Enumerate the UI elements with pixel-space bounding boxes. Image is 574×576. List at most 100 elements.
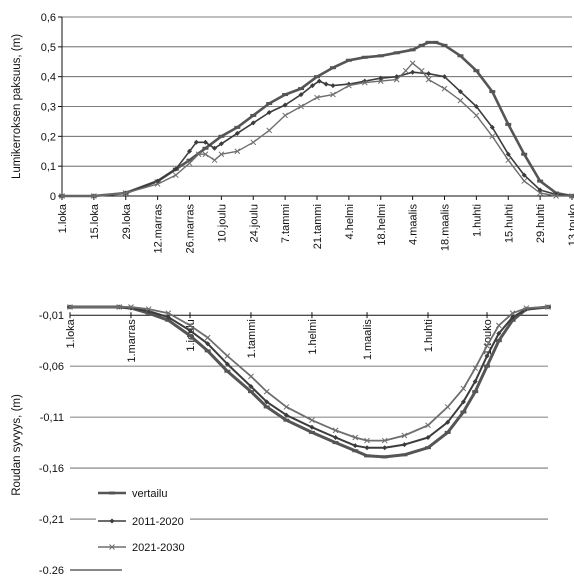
x-tick-label: 24.joulu <box>248 204 260 243</box>
data-point <box>505 151 511 157</box>
legend-marker <box>109 544 115 550</box>
x-tick-label: 29.huhti <box>535 204 547 243</box>
y-tick-label: -0,21 <box>39 514 64 526</box>
y-tick-label: -0,16 <box>39 463 64 475</box>
data-point <box>495 322 502 329</box>
x-tick-label: 15.huhti <box>503 204 515 243</box>
data-point <box>472 378 478 384</box>
data-point <box>122 190 129 196</box>
data-point <box>91 193 97 199</box>
y-axis-label: Roudan syvyys, (m) <box>11 394 23 496</box>
data-point <box>523 305 530 311</box>
data-point <box>457 97 464 104</box>
legend-background <box>96 485 190 501</box>
y-tick-label: 0 <box>50 191 56 203</box>
data-point <box>473 104 479 109</box>
data-point <box>309 83 315 89</box>
data-point <box>484 342 490 349</box>
data-point <box>316 78 322 84</box>
data-point <box>361 79 368 86</box>
data-point <box>521 172 527 178</box>
legend-label: vertailu <box>132 488 167 500</box>
data-point <box>444 404 451 410</box>
data-point <box>505 157 512 164</box>
y-tick-label: 0,3 <box>41 102 56 114</box>
data-point <box>250 139 257 146</box>
x-tick-label: 4.helmi <box>344 204 356 239</box>
y-tick-label: 0,4 <box>41 72 56 84</box>
data-point <box>314 94 320 101</box>
data-point <box>457 89 463 95</box>
x-tick-label: 1.helmi <box>307 319 319 354</box>
x-tick-label: 1.loka <box>57 203 69 233</box>
y-tick-label: -0,01 <box>39 310 64 322</box>
data-point <box>323 81 329 87</box>
data-point <box>263 388 270 395</box>
data-point <box>202 151 209 158</box>
x-tick-label: 29.loka <box>121 203 133 239</box>
x-tick-label: 1.huhti <box>471 204 483 237</box>
data-point <box>364 445 370 451</box>
data-point <box>283 404 290 410</box>
y-tick-label: -0,11 <box>40 412 64 424</box>
data-point <box>202 139 208 145</box>
legend-item: 2011-2020 <box>96 513 190 529</box>
data-point <box>309 424 315 430</box>
series-line-vertailu <box>62 41 573 198</box>
data-point <box>346 82 352 89</box>
data-point <box>330 83 336 89</box>
data-point <box>352 443 358 449</box>
data-point <box>282 112 288 119</box>
data-point <box>425 422 431 429</box>
x-tick-label: 12.marras <box>153 204 165 254</box>
data-point <box>553 193 559 199</box>
data-point <box>234 148 241 155</box>
data-point <box>211 157 218 164</box>
y-tick-label: -0,06 <box>39 361 64 373</box>
frost-depth-chart: -0,01 -0,06 -0,11 -0,16 -0,21 -0.26 1.loka 1.ma… <box>11 304 551 576</box>
legend-item: vertailu <box>96 485 190 501</box>
y-tick-label: 0,5 <box>41 42 56 54</box>
data-point <box>172 172 179 178</box>
data-point <box>283 412 289 418</box>
series-line-2011-2020 <box>62 71 573 197</box>
data-point <box>264 399 270 405</box>
data-point <box>409 60 416 67</box>
data-point <box>128 304 134 310</box>
series-line-2021-2030 <box>70 306 549 442</box>
data-point <box>410 69 416 75</box>
y-tick-label: -0.26 <box>39 565 64 576</box>
data-point <box>332 427 339 434</box>
legend-item: 2021-2030 <box>96 539 190 555</box>
data-point <box>393 76 400 83</box>
data-point <box>496 331 502 337</box>
data-point <box>195 151 202 158</box>
data-point <box>218 141 224 147</box>
data-point <box>116 304 123 310</box>
data-point <box>282 102 288 108</box>
x-tick-label: 1.loka <box>65 318 77 348</box>
data-point <box>193 139 199 145</box>
data-point <box>187 327 193 333</box>
data-point <box>460 399 466 405</box>
data-point <box>248 384 254 390</box>
data-point <box>381 437 388 444</box>
data-point <box>484 353 490 359</box>
data-point <box>489 133 496 140</box>
data-point <box>509 310 516 317</box>
data-point <box>165 310 172 317</box>
data-point <box>204 334 211 341</box>
data-point <box>425 435 431 440</box>
data-point <box>234 130 240 136</box>
data-point <box>333 435 339 440</box>
x-tick-label: 1.tammi <box>246 319 258 358</box>
data-point <box>266 127 273 134</box>
data-point <box>145 306 152 312</box>
data-point <box>309 417 315 424</box>
data-point <box>187 322 193 329</box>
data-point <box>352 434 359 441</box>
data-point <box>445 419 451 425</box>
data-point <box>205 341 211 347</box>
x-tick-label: 10.joulu <box>216 204 228 243</box>
y-tick-label: 0,2 <box>41 131 56 143</box>
